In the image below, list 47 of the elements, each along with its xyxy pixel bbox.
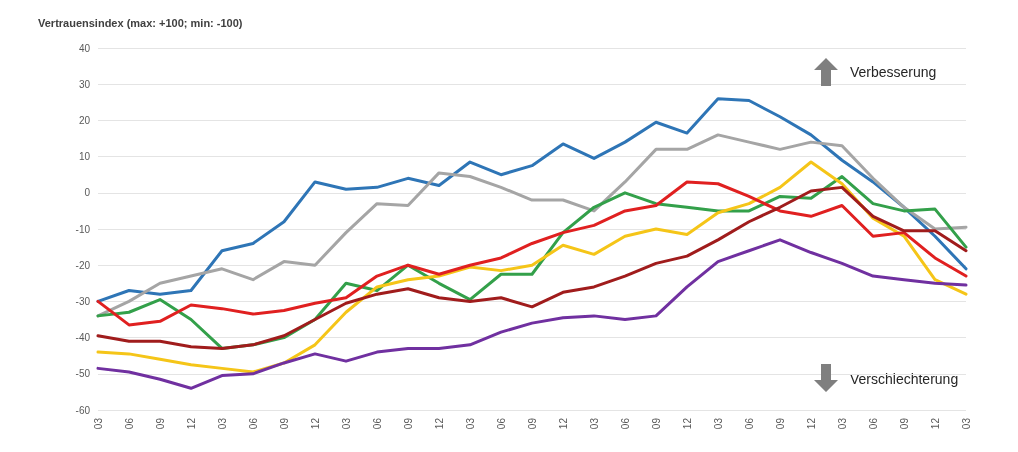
line-series: [96, 133, 968, 318]
x-tick-label: 09: [898, 417, 910, 430]
x-tick-label: 09: [526, 417, 538, 430]
y-tick-label: -10: [75, 223, 91, 235]
x-tick-label: 03: [588, 417, 600, 430]
x-tick-label: 12: [309, 417, 321, 430]
x-tick-label: 06: [371, 417, 383, 430]
x-tick-label: 03: [960, 417, 972, 430]
line-series: [96, 238, 968, 390]
x-tick-label: 06: [123, 417, 135, 430]
x-tick-label: 03: [464, 417, 476, 430]
x-tick-label: 03: [216, 417, 228, 430]
y-tick-label: 0: [84, 187, 91, 199]
annotation: Verschlechterung: [850, 371, 959, 387]
x-tick-label: 06: [743, 417, 755, 430]
x-tick-label: 09: [402, 417, 414, 430]
y-tick-label: 20: [78, 114, 91, 126]
x-tick-label: 06: [495, 417, 507, 430]
x-tick-label: 12: [557, 417, 569, 430]
x-tick-label: 12: [185, 417, 197, 430]
y-axis-title: Vertrauensindex (max: +100; min: -100): [38, 16, 243, 29]
x-tick-label: 12: [433, 417, 445, 430]
x-tick-label: 12: [805, 417, 817, 430]
x-tick-label: 12: [929, 417, 941, 430]
x-tick-label: 03: [92, 417, 104, 430]
x-tick-label: 06: [247, 417, 259, 430]
x-tick-label: 09: [278, 417, 290, 430]
x-tick-label: 09: [774, 417, 786, 430]
x-tick-label: 09: [154, 417, 166, 430]
x-tick-label: 03: [340, 417, 352, 430]
x-tick-label: 06: [619, 417, 631, 430]
y-tick-label: -40: [75, 332, 91, 344]
x-tick-label: 03: [836, 417, 848, 430]
y-tick-label: 10: [78, 151, 91, 163]
line-series: [96, 180, 968, 327]
y-tick-label: -50: [75, 368, 91, 380]
x-tick-label: 06: [867, 417, 879, 430]
x-tick-label: 12: [681, 417, 693, 430]
y-tick-label: 40: [78, 42, 91, 54]
y-tick-label: -20: [75, 259, 91, 271]
y-tick-label: -30: [75, 295, 91, 307]
line-series: [96, 97, 968, 303]
x-tick-label: 03: [712, 417, 724, 430]
y-tick-label: 30: [78, 78, 91, 90]
annotation: Verbesserung: [850, 64, 937, 80]
y-tick-label: -60: [75, 404, 91, 416]
x-tick-label: 09: [650, 417, 662, 430]
